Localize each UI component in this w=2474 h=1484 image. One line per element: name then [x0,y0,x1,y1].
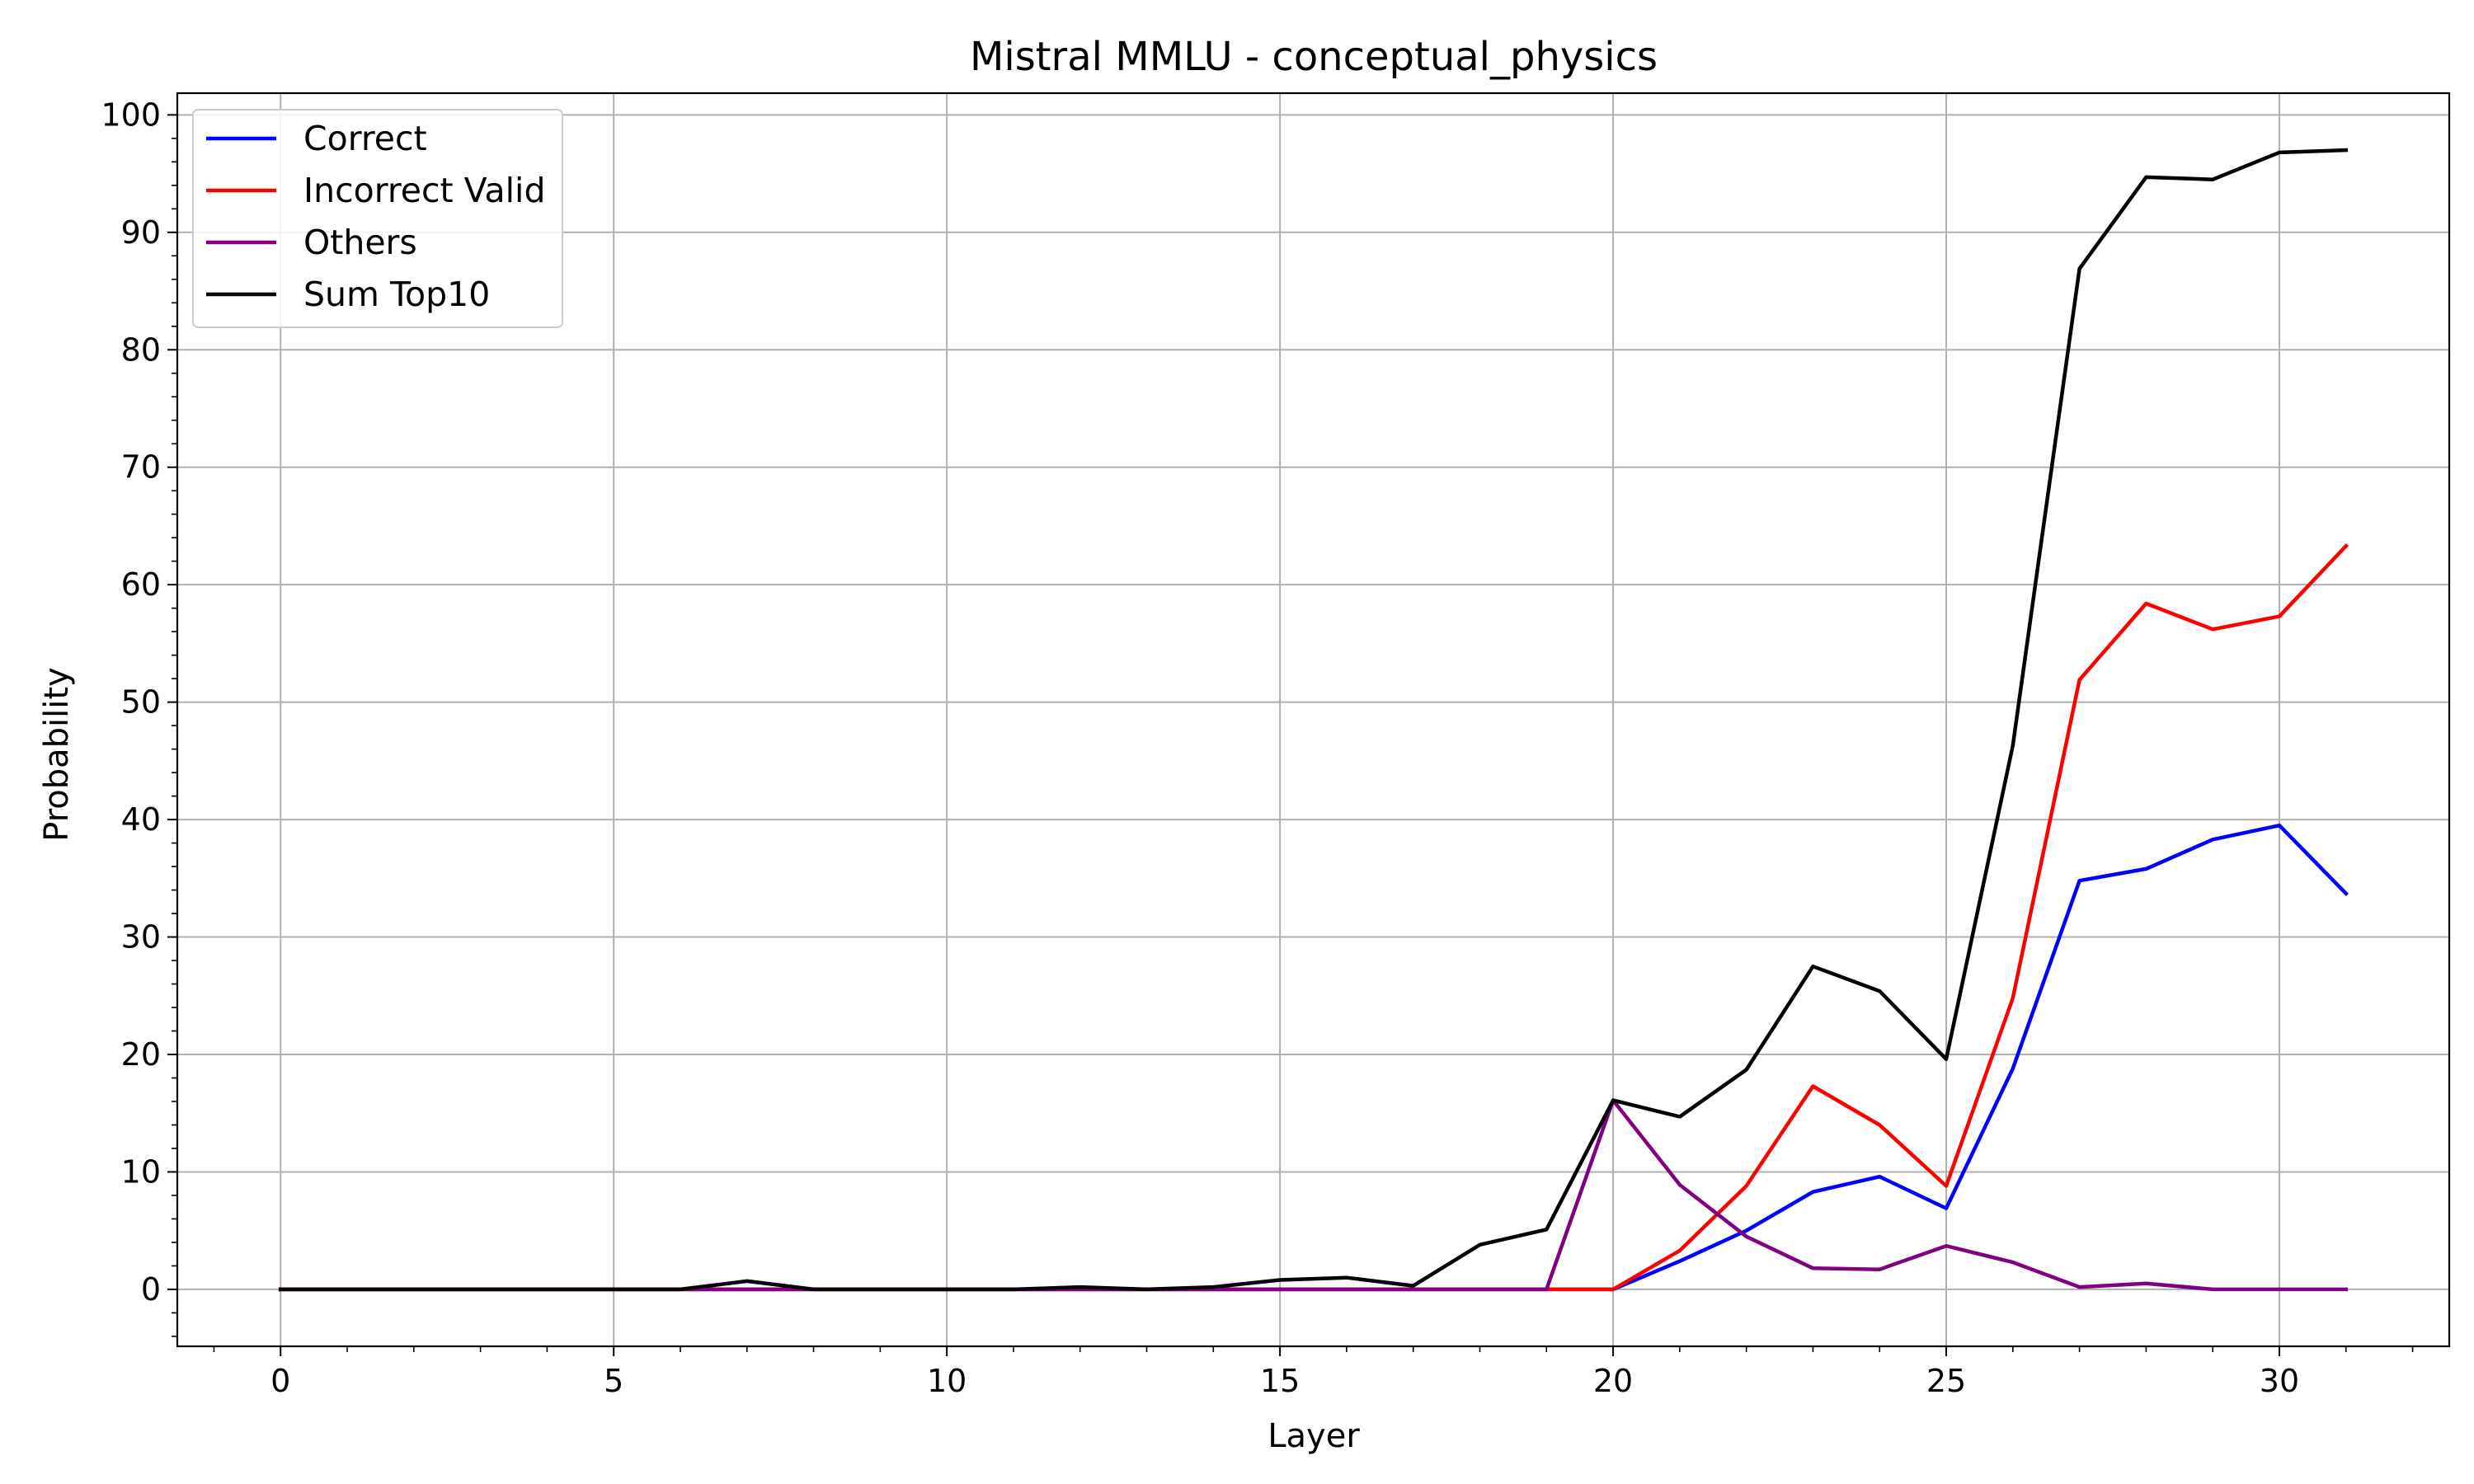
legend-label-correct: Correct [303,119,427,158]
chart-title: Mistral MMLU - conceptual_physics [970,34,1658,80]
y-tick-label: 60 [121,566,161,603]
legend: Correct Incorrect Valid Others Sum Top10 [192,109,563,328]
x-tick-label: 10 [927,1363,967,1399]
series-lines [278,148,2349,1292]
legend-label-sum-top10: Sum Top10 [303,275,490,314]
y-tick-label: 90 [121,214,161,251]
x-tick-label: 5 [604,1363,623,1399]
y-tick-label: 50 [121,684,161,721]
legend-label-others: Others [303,223,417,262]
x-tick-label: 25 [1926,1363,1966,1399]
y-axis-label: Probability [38,667,76,841]
legend-label-incorrect-valid: Incorrect Valid [303,171,545,210]
ticks: 0 5 10 15 20 25 30 0 10 20 30 40 50 60 70 80 90 100 [101,96,2414,1399]
plot-frame [176,92,2451,1348]
x-tick-label: 20 [1593,1363,1633,1399]
series-line-sum-top10 [278,148,2349,1292]
x-tick-label: 0 [270,1363,290,1399]
legend-box [192,109,563,328]
y-tick-label: 30 [121,919,161,956]
x-tick-label: 15 [1260,1363,1300,1399]
y-tick-label: 10 [121,1153,161,1190]
y-tick-label: 0 [141,1271,161,1308]
y-tick-label: 70 [121,449,161,486]
x-axis-label: Layer [1268,1417,1360,1455]
y-tick-label: 20 [121,1036,161,1073]
y-tick-label: 80 [121,331,161,368]
y-tick-label: 100 [101,96,161,133]
y-tick-label: 40 [121,801,161,838]
x-tick-label: 30 [2260,1363,2299,1399]
